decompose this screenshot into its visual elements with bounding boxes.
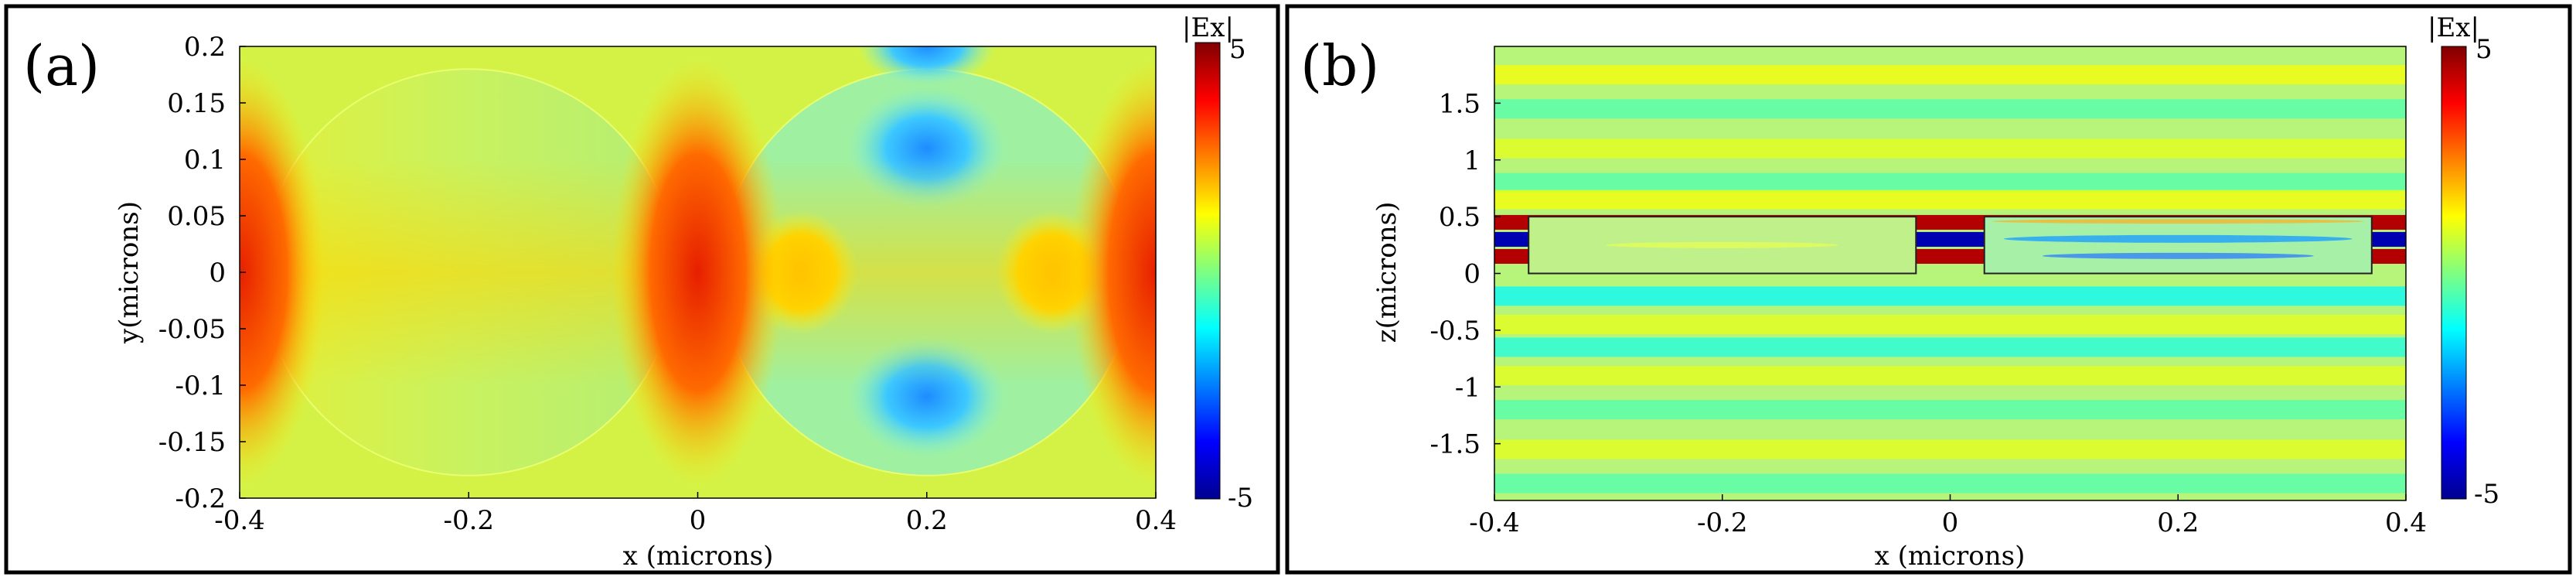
panel-b-field-band: [1494, 400, 2406, 420]
panel-b-y-ticks: 1.5 1 0.5 0 -0.5 -1 -1.5: [1429, 88, 1501, 460]
panel-b-x-tick-label: -0.4: [1469, 507, 1520, 538]
panel-a-x-axis-title: x (microns): [623, 541, 774, 572]
panel-a-border: [4, 4, 1280, 575]
panel-b-y-tick-label: -0.5: [1429, 316, 1481, 347]
panel-b-x-ticks: -0.4 -0.2 0 0.2 0.4: [1469, 494, 2427, 538]
panel-a-field-minimum: [857, 46, 996, 87]
panel-a-x-ticks: -0.4 -0.2 0 0.2 0.4: [214, 492, 1177, 536]
panel-a-y-tick-label: 0.2: [184, 32, 226, 63]
panel-a-y-tick-label: 0.1: [184, 145, 226, 176]
panel-b-structure-inner-field: [2003, 234, 2353, 243]
panel-a-label: (a): [23, 33, 100, 98]
panel-b-field-band: [1494, 172, 2406, 193]
panel-b-field-band: [1494, 473, 2406, 493]
panel-b-structure-inner-field: [2042, 252, 2314, 259]
panel-a-y-tick-label: 0: [209, 258, 226, 289]
panel-b-field-band: [1494, 366, 2406, 386]
panel-b-y-axis-title: z(microns): [1371, 202, 1402, 343]
panel-b-y-tick-label: 0: [1463, 259, 1481, 290]
panel-a-y-tick-label: -0.05: [158, 314, 226, 345]
panel-b-structures: [1528, 216, 2373, 275]
panel-b-field-band: [1494, 99, 2406, 119]
panel-b-field-band: [1494, 315, 2406, 335]
panel-b-y-tick-label: -1.5: [1429, 429, 1481, 460]
panel-b-structure-inner-field: [1606, 241, 1839, 248]
panel-b-x-tick-label: 0.4: [2385, 507, 2427, 538]
panel-a-x-tick-label: 0: [690, 505, 707, 536]
panel-a-field-regions: [240, 57, 1156, 487]
panel-b-plot-area: [1494, 46, 2406, 500]
panel-b-field-band: [1494, 337, 2406, 357]
panel-a-colorbar: [1194, 42, 1221, 500]
panel-b-field-band: [1494, 138, 2406, 159]
panel-a-field-hotspot: [612, 57, 784, 487]
panel-a-y-tick-label: -0.2: [175, 483, 226, 514]
panel-a-y-tick-label: 0.05: [167, 201, 226, 232]
panel-b-field-band: [1494, 286, 2406, 306]
panel-b-x-tick-label: 0.2: [2157, 507, 2199, 538]
panel-a-y-tick-label: -0.1: [175, 371, 226, 401]
panel-a-colorbar-title: |Ex|: [1182, 12, 1234, 43]
panel-b-structure-inner-field: [1992, 219, 2364, 224]
panel-b-field-band: [1494, 190, 2406, 210]
panel-a-plot-area: [240, 46, 1156, 498]
panel-a-field-hotspot: [1069, 57, 1156, 487]
panel-b-structure-rect: [1983, 216, 2373, 275]
panel-b-colorbar: [2441, 46, 2467, 500]
panel-b-field-band: [1494, 439, 2406, 459]
panel-a-y-tick-label: -0.15: [158, 427, 226, 458]
panel-b-border: [1285, 4, 2572, 575]
panel-b-x-axis-title: x (microns): [1875, 541, 2026, 572]
panel-b-x-tick-label: 0: [1942, 507, 1959, 538]
panel-a-colorbar-max-label: 5: [1229, 34, 1246, 65]
panel-a-x-tick-label: 0.4: [1135, 505, 1177, 536]
panel-a-y-tick-label: 0.15: [167, 88, 226, 119]
panel-b-x-tick-label: -0.2: [1697, 507, 1748, 538]
panel-a-y-ticks: 0.2 0.15 0.1 0.05 0 -0.05 -0.1 -0.15 -0.2: [158, 32, 246, 514]
panel-b-colorbar-title: |Ex|: [2428, 12, 2479, 43]
panel-a-x-tick-label: -0.2: [443, 505, 494, 536]
panel-a-y-axis-title: y(microns): [114, 201, 145, 344]
panel-b-colorbar-min-label: -5: [2474, 479, 2499, 510]
panel-b-y-tick-label: -1: [1455, 372, 1481, 403]
panel-b-y-tick-label: 1.5: [1439, 88, 1481, 119]
panel-a-x-tick-label: 0.2: [906, 505, 948, 536]
panel-b-y-tick-label: 0.5: [1439, 202, 1481, 233]
panel-b-y-tick-label: 1: [1463, 145, 1481, 176]
panel-b-colorbar-max-label: 5: [2475, 34, 2493, 65]
panel-b-field-band: [1494, 65, 2406, 85]
panel-b-label: (b): [1300, 33, 1379, 98]
panel-a-colorbar-min-label: -5: [1228, 483, 1253, 514]
panel-a-x-tick-label: -0.4: [214, 505, 265, 536]
panel-a-field-hotspot: [240, 57, 326, 487]
